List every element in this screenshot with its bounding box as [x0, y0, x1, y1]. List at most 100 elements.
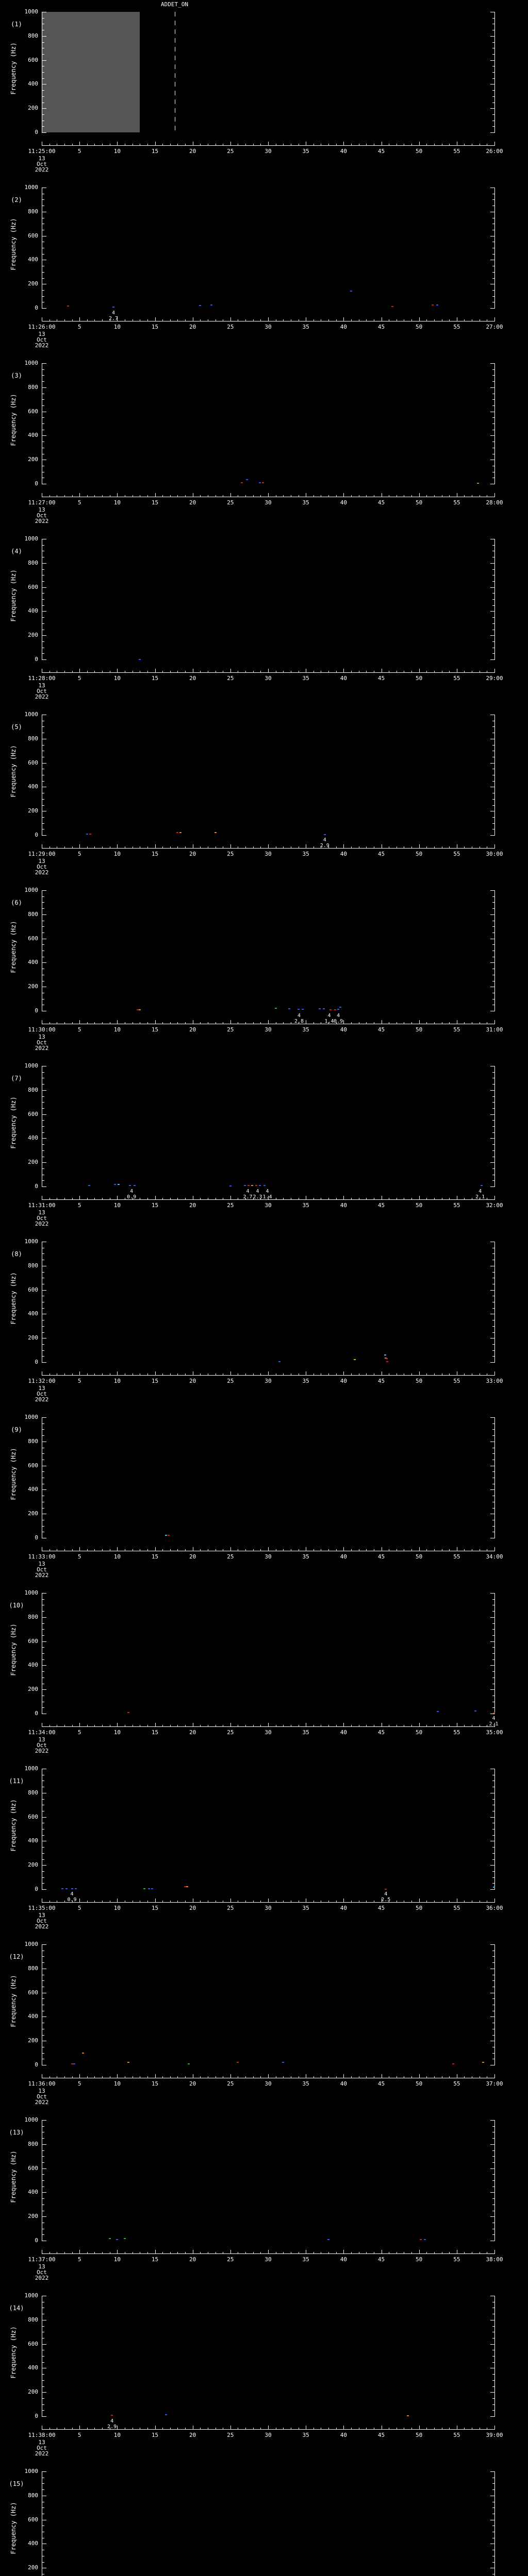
x-tick [464, 1901, 465, 1902]
x-tick-label: 45 [377, 148, 385, 155]
x-tick-label: 40 [340, 1202, 347, 1209]
y-tick [42, 1659, 44, 1660]
x-tick [230, 2074, 231, 2078]
x-tick-label: 30 [265, 1729, 272, 1736]
x-tick [102, 495, 103, 497]
x-tick [64, 495, 65, 497]
x-tick [245, 1901, 246, 1902]
detection-point [263, 1185, 266, 1187]
x-tick [464, 1198, 465, 1199]
x-tick [253, 2428, 254, 2429]
y-tick [42, 2562, 44, 2563]
x-tick [185, 2252, 186, 2253]
x-tick-label: 30 [265, 1905, 272, 1911]
x-tick [64, 671, 65, 672]
x-tick [200, 2076, 201, 2078]
y-tick-label: 800 [28, 1964, 38, 1972]
y-axis-title: Frequency (Hz) [10, 745, 17, 798]
x-tick [147, 1198, 148, 1199]
x-tick [464, 2252, 465, 2253]
x-tick [79, 493, 80, 497]
event-annotation-count: 4 [337, 1013, 340, 1019]
y-tick [42, 962, 46, 963]
x-tick [162, 1901, 163, 1902]
panel-6: (6) Frequency (Hz) 0 200 400 600 800 1000 4 2.8 4 1… [0, 878, 528, 1054]
x-tick [449, 495, 450, 497]
detection-point [334, 1009, 337, 1010]
y-tick [490, 132, 494, 133]
x-axis-date-line: Oct [37, 1566, 47, 1573]
x-tick [155, 493, 156, 497]
y-tick [492, 2180, 494, 2181]
detection-point [247, 1185, 250, 1187]
x-tick [200, 319, 201, 321]
detection-point [274, 1008, 277, 1009]
y-axis-right [494, 890, 495, 1011]
x-tick [230, 1899, 231, 1902]
x-tick [177, 319, 178, 321]
x-start-time-label: 11:25:00 [28, 148, 56, 155]
x-tick [494, 1196, 495, 1199]
y-tick-label: 400 [28, 1134, 38, 1142]
x-tick-label: 50 [416, 675, 423, 682]
detection-point [297, 1009, 300, 1010]
x-tick [411, 1549, 412, 1551]
x-tick-label: 25 [227, 1202, 234, 1209]
x-tick [434, 1374, 435, 1375]
y-tick-label: 400 [28, 432, 38, 439]
y-tick [42, 926, 44, 927]
x-tick [102, 144, 103, 145]
x-tick [283, 846, 284, 848]
detection-point [385, 1358, 388, 1360]
x-tick-label: 15 [151, 1378, 159, 1384]
y-tick [42, 659, 46, 660]
x-tick [177, 2076, 178, 2078]
x-tick [336, 144, 337, 145]
x-tick [268, 317, 269, 321]
x-axis-date-line: 13 [38, 1912, 45, 1919]
x-tick [268, 493, 269, 497]
x-tick [343, 2250, 344, 2253]
x-tick [328, 1901, 329, 1902]
x-tick [72, 1022, 73, 1024]
x-tick [328, 495, 329, 497]
y-tick-label: 600 [28, 408, 38, 415]
x-axis-date-line: 2022 [35, 1572, 49, 1579]
y-tick-label: 0 [35, 2237, 38, 2244]
x-tick [147, 671, 148, 672]
y-tick [490, 563, 494, 564]
y-tick [42, 1847, 44, 1848]
y-tick-label: 600 [28, 583, 38, 590]
x-tick [117, 1899, 118, 1902]
x-tick [155, 142, 156, 145]
x-tick [411, 1198, 412, 1199]
y-tick [492, 593, 494, 594]
y-tick-label: 400 [28, 2189, 38, 2196]
detection-point [288, 1008, 290, 1010]
y-tick [42, 1665, 46, 1666]
y-tick-label: 600 [28, 1813, 38, 1820]
y-tick [492, 417, 494, 418]
y-tick [42, 36, 46, 37]
y-tick [42, 896, 44, 897]
x-tick [283, 1725, 284, 1726]
y-tick [490, 2471, 494, 2472]
x-tick [419, 142, 420, 145]
detection-point [116, 2239, 119, 2241]
x-tick-label: 55 [453, 1729, 460, 1736]
y-tick [42, 1417, 46, 1418]
y-tick [42, 2386, 44, 2387]
x-tick [162, 671, 163, 672]
detection-point [385, 1888, 387, 1890]
x-tick [72, 1549, 73, 1551]
y-tick [492, 126, 494, 127]
y-tick [492, 896, 494, 897]
detection-point [492, 1887, 495, 1888]
y-tick [492, 1659, 494, 1660]
x-tick [268, 844, 269, 848]
detection-point [210, 304, 213, 306]
y-tick [42, 1132, 44, 1133]
y-tick [42, 417, 44, 418]
y-tick [42, 2162, 44, 2163]
x-axis-ruler [42, 2429, 495, 2430]
